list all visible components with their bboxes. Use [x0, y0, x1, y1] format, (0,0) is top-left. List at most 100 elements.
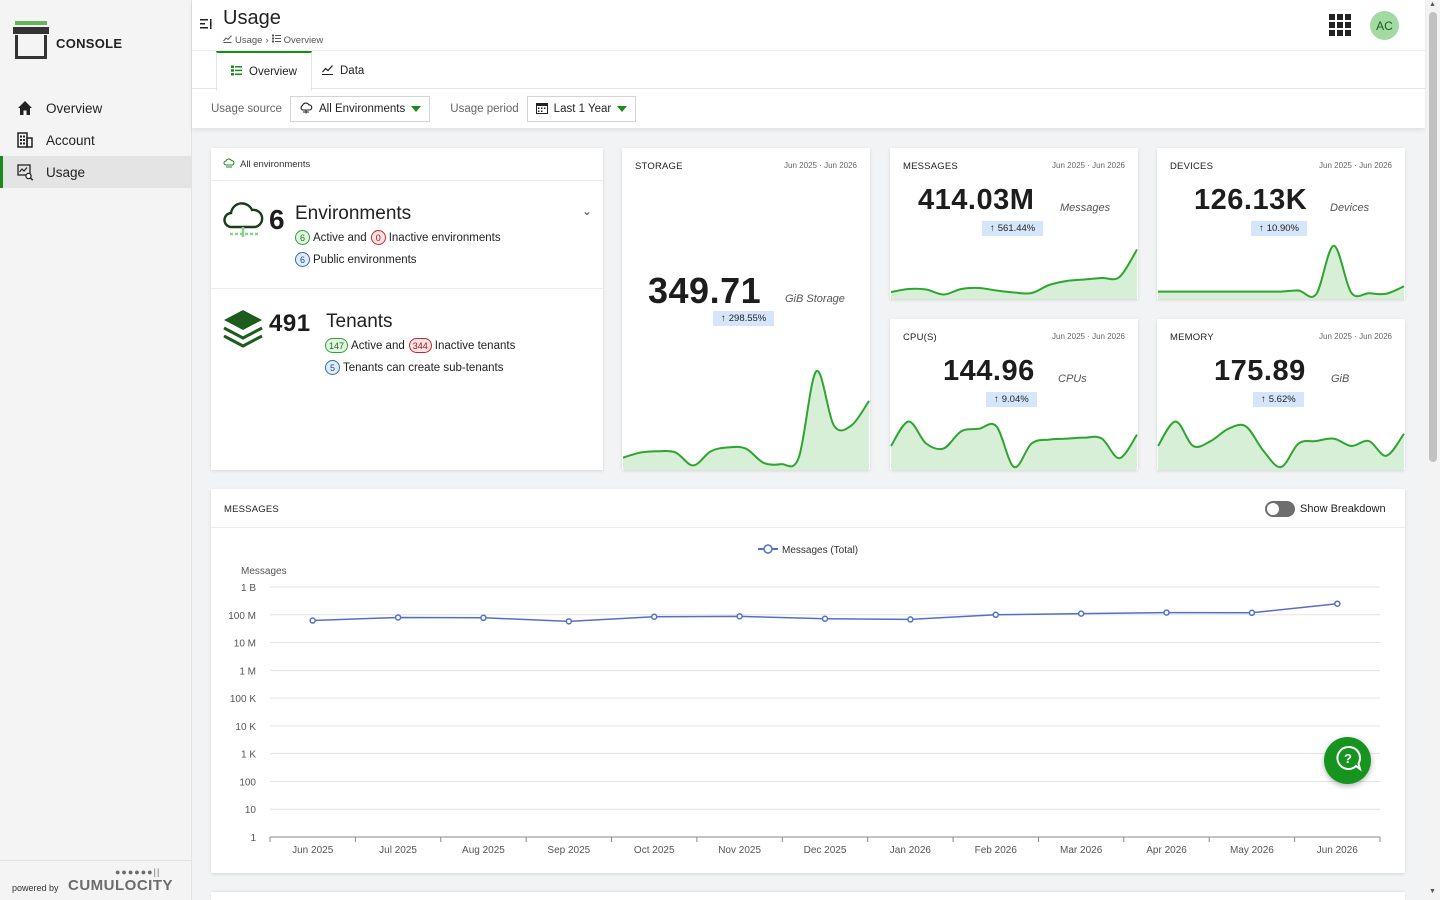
powered-by-label: powered by [12, 883, 59, 893]
filter-bar: Usage source All Environments Usage peri… [192, 90, 1425, 128]
x-tick-label: Apr 2026 [1146, 845, 1187, 856]
card-date-range: Jun 2025 · Jun 2026 [1319, 161, 1392, 170]
tenants-title: Tenants [326, 311, 393, 332]
y-tick-label: 1 B [241, 583, 256, 594]
scrollbar-thumb[interactable] [1429, 12, 1437, 462]
environments-title: Environments [295, 203, 412, 224]
public-env-count: 6 [295, 252, 310, 267]
sidebar-item-usage[interactable]: Usage [0, 156, 191, 188]
tab-label: Data [340, 64, 365, 77]
change-value: 10.90% [1266, 223, 1299, 234]
sub-tenant-text: Tenants can create sub-tenants [343, 361, 504, 374]
show-breakdown-label: Show Breakdown [1300, 503, 1386, 515]
scroll-up-arrow-icon[interactable]: ▲ [1429, 1, 1436, 8]
environments-cloud-icon [222, 200, 264, 245]
metric-value: 414.03M [918, 184, 1035, 216]
x-tick-label: Dec 2025 [804, 845, 847, 856]
memory-card: MEMORY Jun 2025 · Jun 2026 175.89 GiB ↑ 5… [1157, 319, 1405, 470]
card-title: STORAGE [635, 161, 683, 172]
chevron-down-icon [617, 106, 628, 112]
change-badge: ↑ 10.90% [1251, 221, 1307, 236]
card-title: MESSAGES [224, 504, 279, 515]
x-tick-label: Jul 2025 [379, 845, 417, 856]
sidebar-footer: ●●●●●●|| powered by CUMULOCITY [0, 860, 191, 900]
chevron-down-icon[interactable]: ⌄ [582, 204, 593, 218]
y-axis-label: Messages [241, 566, 287, 577]
sidebar: CONSOLE Overview Account Usage ●●●●●●|| … [0, 0, 192, 900]
inactive-env-text: Inactive environments [388, 231, 501, 244]
legend-marker-icon [763, 544, 773, 554]
tab-overview[interactable]: Overview [216, 51, 312, 91]
breadcrumb-item-usage[interactable]: Usage [235, 34, 263, 46]
sidebar-item-account[interactable]: Account [0, 124, 191, 156]
scroll-down-arrow-icon[interactable]: ▼ [1429, 888, 1436, 895]
data-point [907, 616, 914, 623]
y-tick-label: 10 K [235, 722, 256, 733]
arrow-up-icon: ↑ [994, 394, 999, 405]
usage-period-select[interactable]: Last 1 Year [526, 96, 637, 122]
x-tick-label: Aug 2025 [462, 845, 505, 856]
cloud-icon [299, 101, 313, 117]
usage-source-value: All Environments [318, 103, 406, 115]
active-tenant-count: 147 [325, 338, 349, 353]
metric-unit: GiB [1331, 373, 1350, 385]
data-point [821, 615, 829, 622]
toggle-sidebar-icon[interactable] [200, 17, 212, 29]
change-badge: ↑ 5.62% [1253, 392, 1304, 407]
breadcrumb: Usage › Overview [223, 34, 323, 46]
metric-unit: Devices [1330, 202, 1370, 214]
x-tick-label: Mar 2026 [1060, 845, 1103, 856]
y-tick-label: 100 K [230, 694, 256, 705]
usage-search-icon [16, 163, 34, 181]
change-badge: ↑ 561.44% [982, 221, 1044, 236]
sparkline-line [890, 248, 1138, 296]
page-scrollbar[interactable]: ▲ ▼ [1426, 0, 1440, 900]
devices-sparkline [1158, 244, 1405, 299]
y-tick-label: 1 M [239, 666, 256, 677]
sparkline-area [623, 370, 869, 470]
messages-card: MESSAGES Jun 2025 · Jun 2026 414.03M Mes… [890, 148, 1138, 299]
data-point [992, 611, 1000, 619]
avatar[interactable]: AC [1370, 11, 1399, 40]
devices-card: DEVICES Jun 2025 · Jun 2026 126.13K Devi… [1157, 148, 1405, 299]
metric-value: 349.71 [648, 270, 762, 311]
tab-data[interactable]: Data [308, 51, 378, 90]
sidebar-nav: Overview Account Usage [0, 92, 191, 188]
y-tick-label: 10 M [234, 639, 256, 650]
x-tick-label: Jun 2025 [292, 845, 334, 856]
sidebar-item-overview[interactable]: Overview [0, 92, 191, 124]
data-point [1163, 609, 1170, 616]
chart-line-icon [322, 64, 333, 78]
arrow-up-icon: ↑ [721, 313, 726, 324]
card-title: CPU(S) [903, 332, 937, 343]
sparkline-line [1157, 420, 1405, 469]
x-tick-label: Sep 2025 [547, 845, 590, 856]
metric-value: 126.13K [1194, 184, 1308, 216]
chart-line-icon [223, 34, 232, 46]
usage-source-select[interactable]: All Environments [289, 96, 431, 122]
x-tick-label: Oct 2025 [634, 845, 675, 856]
app-switcher-grid-icon[interactable] [1329, 14, 1351, 36]
help-button[interactable]: ? [1324, 737, 1371, 784]
inactive-tenant-text: Inactive tenants [434, 339, 516, 352]
vendor-logo: CUMULOCITY [68, 877, 173, 894]
sparkline-area [891, 421, 1137, 470]
data-point [736, 613, 743, 620]
show-breakdown-toggle[interactable] [1265, 501, 1295, 517]
sidebar-item-label: Account [46, 132, 95, 148]
data-point [1248, 609, 1256, 617]
breadcrumb-item-overview[interactable]: Overview [283, 34, 324, 46]
active-env-text: Active and [313, 231, 367, 244]
active-env-count: 6 [295, 230, 310, 245]
change-value: 298.55% [728, 313, 767, 324]
messages-chart-card: MESSAGES Show Breakdown Messages (Total)… [211, 489, 1405, 873]
metric-value: 175.89 [1214, 355, 1306, 387]
cpu-card: CPU(S) Jun 2025 · Jun 2026 144.96 CPUs ↑… [890, 319, 1138, 470]
cumulocity-dots-icon: ●●●●●●|| [115, 867, 161, 877]
environments-public-row: 6 Public environments [295, 252, 417, 267]
cpu-sparkline [890, 420, 1138, 470]
tab-bar: Overview Data [192, 50, 1425, 91]
storage-sparkline [622, 370, 870, 470]
change-value: 561.44% [997, 223, 1036, 234]
sidebar-item-label: Overview [46, 100, 103, 116]
